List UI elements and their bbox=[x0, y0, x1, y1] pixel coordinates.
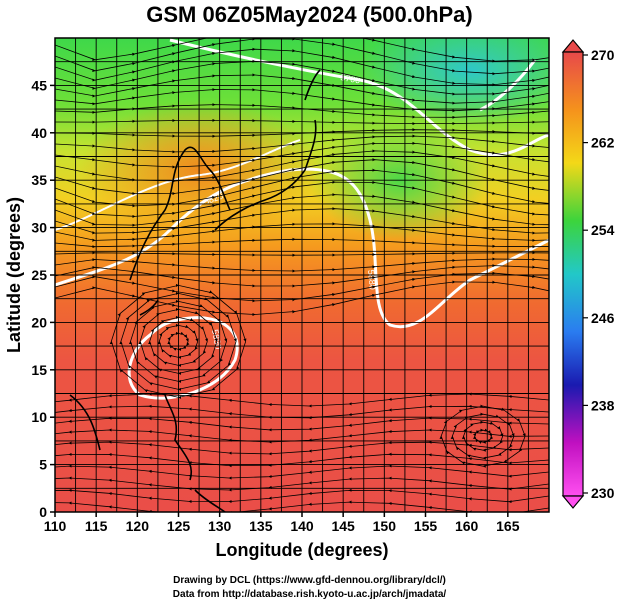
chart-title: GSM 06Z05May2024 (500.0hPa) bbox=[146, 2, 473, 27]
colorbar-scale bbox=[562, 51, 584, 497]
streamline bbox=[439, 404, 526, 468]
x-tick-label: 145 bbox=[331, 518, 355, 534]
streamlines bbox=[55, 38, 549, 512]
streamline bbox=[55, 464, 549, 480]
y-tick-label: 10 bbox=[31, 409, 47, 425]
cold-region-northeast bbox=[360, 38, 549, 125]
x-tick-label: 155 bbox=[414, 518, 438, 534]
y-tick-label: 35 bbox=[31, 172, 47, 188]
colorbar-min-arrow bbox=[561, 495, 585, 509]
colorbar-label: 262 bbox=[591, 135, 615, 151]
x-tick-label: 165 bbox=[496, 518, 520, 534]
streamline bbox=[55, 103, 549, 119]
streamline bbox=[55, 476, 549, 492]
x-tick-label: 115 bbox=[85, 518, 108, 534]
y-tick-label: 15 bbox=[31, 362, 47, 378]
x-tick-label: 130 bbox=[208, 518, 232, 534]
y-tick-label: 45 bbox=[31, 77, 47, 93]
y-tick-label: 0 bbox=[39, 504, 47, 520]
grid bbox=[55, 38, 549, 512]
field-layer: 5880 5820 5880 5700 bbox=[55, 38, 549, 512]
x-tick-label: 125 bbox=[167, 518, 191, 534]
y-tick-label: 25 bbox=[31, 267, 47, 283]
colorbar-max-arrow bbox=[561, 39, 585, 53]
x-axis-ticks: 110 115 120 125 130 135 140 145 150 155 160 165 bbox=[44, 512, 520, 534]
y-tick-label: 40 bbox=[31, 125, 47, 141]
x-tick-label: 135 bbox=[249, 518, 273, 534]
y-tick-label: 20 bbox=[31, 314, 47, 330]
colorbar-label: 230 bbox=[591, 485, 615, 501]
x-tick-label: 110 bbox=[44, 518, 67, 534]
colorbar-label: 246 bbox=[591, 310, 615, 326]
x-axis-title: Longitude (degrees) bbox=[215, 540, 388, 560]
y-tick-label: 5 bbox=[39, 457, 47, 473]
colorbar: 270 262 254 246 238 230 bbox=[561, 39, 615, 509]
colorbar-label: 238 bbox=[591, 397, 615, 413]
x-tick-label: 160 bbox=[455, 518, 479, 534]
x-tick-label: 150 bbox=[373, 518, 397, 534]
streamline bbox=[55, 251, 549, 257]
colorbar-label: 270 bbox=[591, 47, 615, 63]
streamline bbox=[55, 488, 549, 504]
credit-data: Data from http://database.rish.kyoto-u.a… bbox=[172, 589, 447, 600]
streamline bbox=[55, 500, 549, 512]
y-axis-title: Latitude (degrees) bbox=[4, 197, 24, 353]
credit-drawing: Drawing by DCL (https://www.gfd-dennou.o… bbox=[173, 575, 446, 586]
x-tick-label: 120 bbox=[126, 518, 150, 534]
x-tick-label: 140 bbox=[290, 518, 314, 534]
streamline bbox=[109, 283, 247, 399]
y-tick-label: 30 bbox=[31, 220, 47, 236]
y-axis-ticks: 0 5 10 15 20 25 30 35 40 45 bbox=[31, 77, 55, 520]
streamline bbox=[55, 118, 549, 126]
streamline bbox=[55, 237, 549, 249]
colorbar-label: 254 bbox=[591, 222, 615, 238]
